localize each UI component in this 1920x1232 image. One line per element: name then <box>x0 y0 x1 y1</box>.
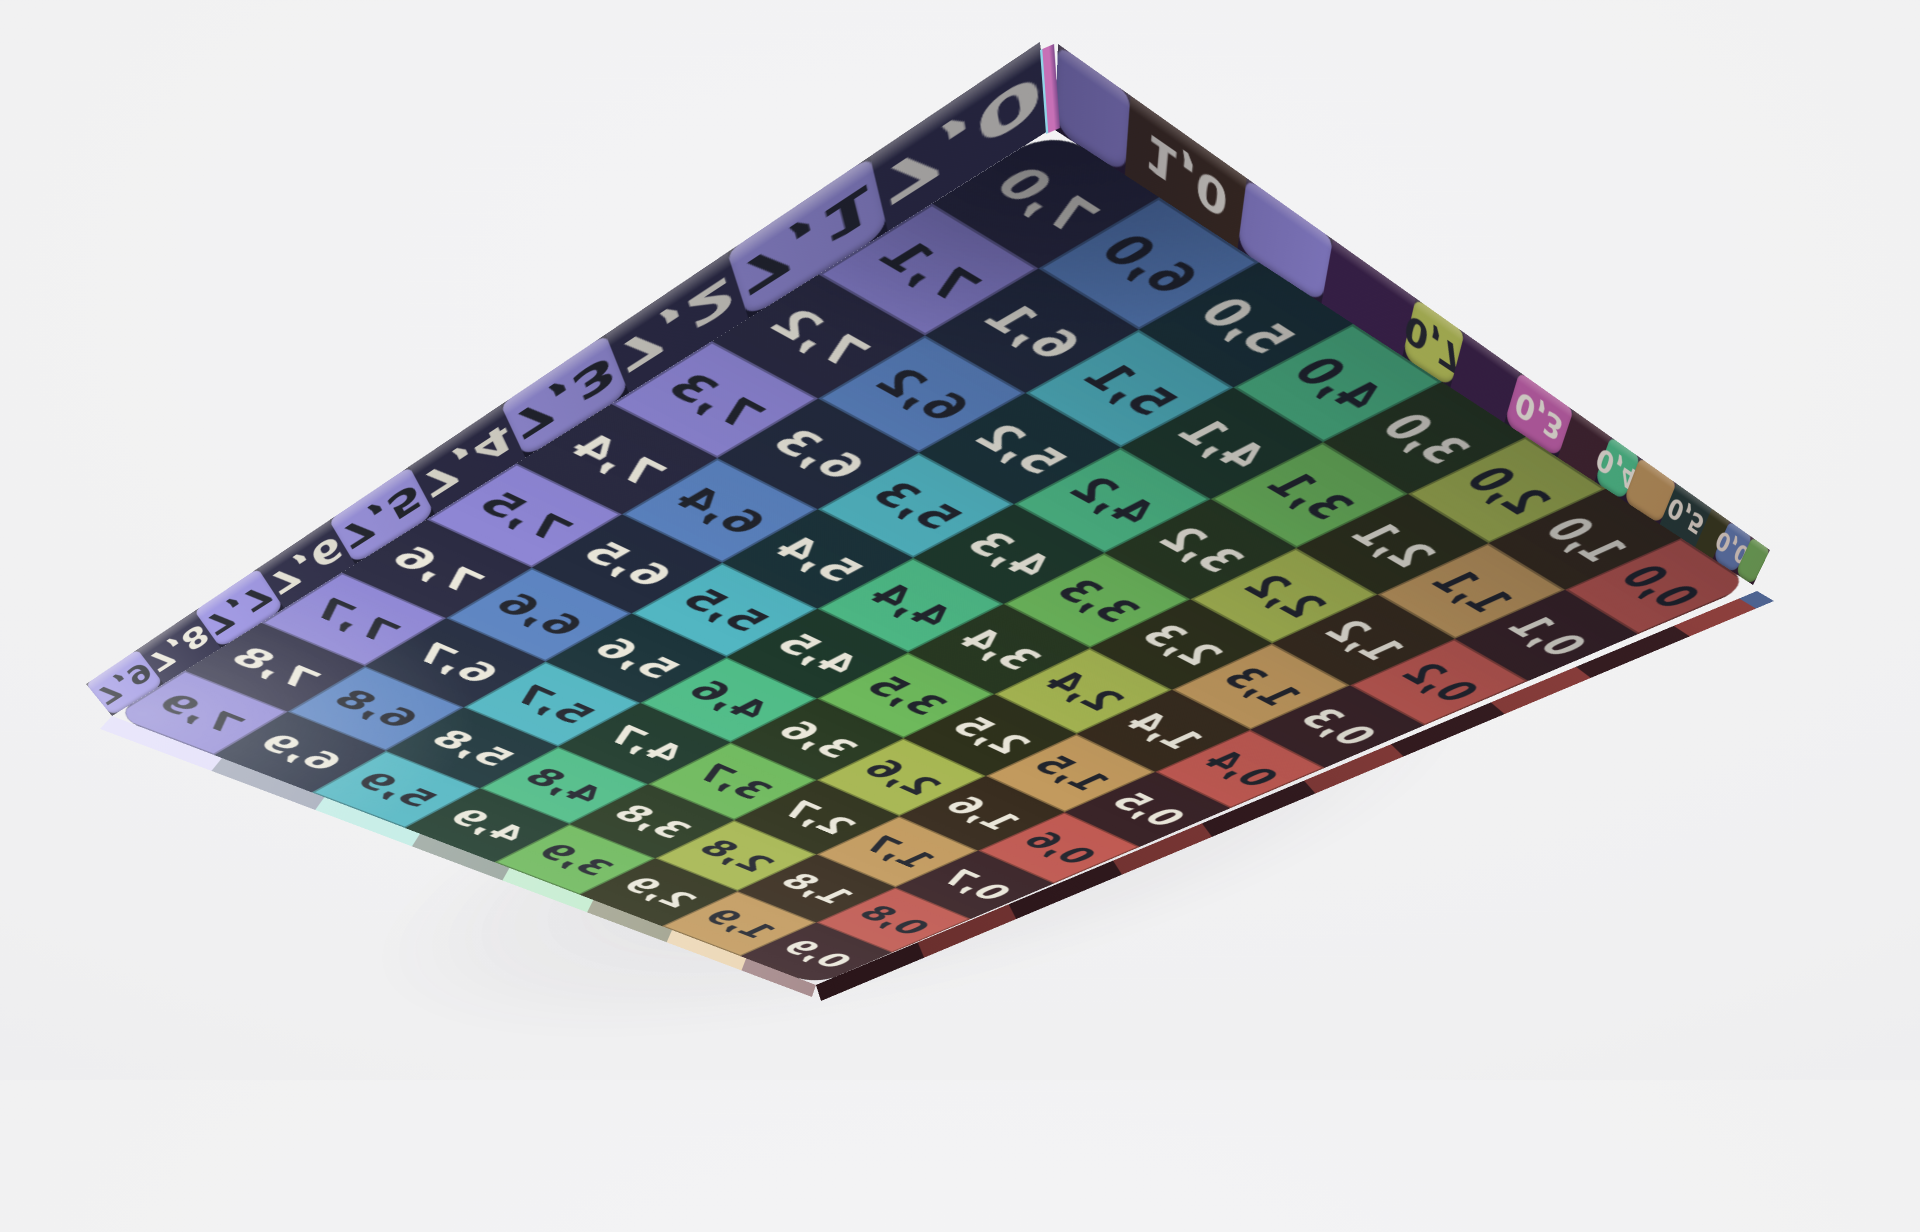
cell-label: 7,7 <box>298 593 409 647</box>
cell-label: 2,6 <box>852 755 950 800</box>
cell-label: 3,7 <box>683 759 782 804</box>
cell-label: 3,0 <box>1367 407 1481 472</box>
cell-label: 0,6 <box>1012 828 1105 869</box>
cell-label: 6,1 <box>970 296 1093 368</box>
cell-label: 1,3 <box>1210 662 1311 712</box>
cell-label: 6,7 <box>401 638 509 690</box>
cell-label: 5,8 <box>421 725 524 772</box>
cell-label: 5,5 <box>670 583 779 637</box>
cell-label: 6,4 <box>662 481 777 542</box>
cell-label: 2,3 <box>1129 619 1233 671</box>
cell-label: 7,5 <box>466 486 582 546</box>
cell-label: 7,2 <box>756 302 880 374</box>
cell-label: 7,6 <box>380 541 493 598</box>
cell-label: 0,3 <box>1288 703 1387 751</box>
cell-label: 3,4 <box>946 624 1051 676</box>
cell-label: 0,2 <box>1389 658 1489 708</box>
cell-label: 2,5 <box>940 712 1040 759</box>
cell-label: 6,2 <box>861 361 981 429</box>
cell-label: 3,6 <box>766 716 867 763</box>
cell-label: 3,9 <box>527 840 622 881</box>
cell-label: 2,1 <box>1338 516 1447 574</box>
cell-label: 1,8 <box>770 869 862 908</box>
cell-label: 7,4 <box>557 428 676 492</box>
cell-label: 7,8 <box>220 642 329 693</box>
cell-label: 3,2 <box>1145 521 1255 579</box>
cell-label: 2,0 <box>1451 460 1562 521</box>
cell-label: 0,4 <box>1192 747 1289 792</box>
cell-label: 5,1 <box>1070 356 1189 424</box>
cell-label: 5,2 <box>961 417 1078 481</box>
cell-label: 0,5 <box>1100 788 1195 831</box>
cell-label: 5,4 <box>762 531 873 588</box>
cell-label: 5,3 <box>859 476 973 537</box>
cell-label: 4,9 <box>438 804 536 847</box>
cell-label: 6,6 <box>484 588 594 642</box>
cell-label: 4,4 <box>856 579 964 634</box>
cell-label: 4,7 <box>593 721 695 768</box>
cell-label: 0,9 <box>772 936 860 972</box>
cell-label: 7,9 <box>147 689 253 738</box>
cell-label: 4,8 <box>514 764 614 809</box>
cell-label: 0,1 <box>1495 610 1597 663</box>
cell-label: 5,0 <box>1185 290 1307 362</box>
cell-label: 7,1 <box>864 233 992 309</box>
cell-label: 0,8 <box>849 902 939 940</box>
cell-label: 5,7 <box>499 680 604 729</box>
cell-label: 1,6 <box>934 792 1030 835</box>
cell-label: 2,2 <box>1231 569 1337 624</box>
cell-label: 2,8 <box>688 836 783 877</box>
cell-label: 4,1 <box>1164 412 1279 477</box>
cell-label: 3,8 <box>603 800 700 843</box>
cell-label: 7,0 <box>980 159 1111 240</box>
cell-label: 3,5 <box>854 671 957 721</box>
cell-label: 0,7 <box>929 866 1021 905</box>
cell-label: 1,2 <box>1312 614 1415 666</box>
cell-label: 7,3 <box>654 367 776 435</box>
cell-label: 6,0 <box>1085 226 1211 303</box>
cell-label: 0,0 <box>1607 559 1711 615</box>
cell-label: 4,2 <box>1056 471 1169 532</box>
cell-label: 6,9 <box>248 729 351 776</box>
cell-label: 6,8 <box>323 685 428 734</box>
cell-label: 1,0 <box>1531 511 1639 569</box>
cell-label: 1,5 <box>1022 751 1119 796</box>
cell-label: 4,5 <box>764 628 870 680</box>
cell-label: 2,7 <box>768 796 864 839</box>
cell-label: 4,0 <box>1278 350 1396 418</box>
cell-label: 3,1 <box>1253 465 1365 526</box>
cell-label: 2,9 <box>612 873 705 912</box>
cell-label: 4,3 <box>953 526 1064 584</box>
cell-label: 5,9 <box>345 768 446 813</box>
cell-label: 1,7 <box>850 832 944 873</box>
cell-label: 6,3 <box>759 423 877 487</box>
cell-label: 5,6 <box>582 633 689 685</box>
cell-label: 3,3 <box>1043 574 1150 629</box>
cell-label: 1,9 <box>694 905 785 943</box>
cell-label: 1,1 <box>1418 564 1523 619</box>
cell-label: 1,4 <box>1114 708 1213 755</box>
cell-label: 6,5 <box>570 536 682 593</box>
cell-label: 4,6 <box>677 676 781 725</box>
cell-label: 2,4 <box>1032 667 1134 717</box>
